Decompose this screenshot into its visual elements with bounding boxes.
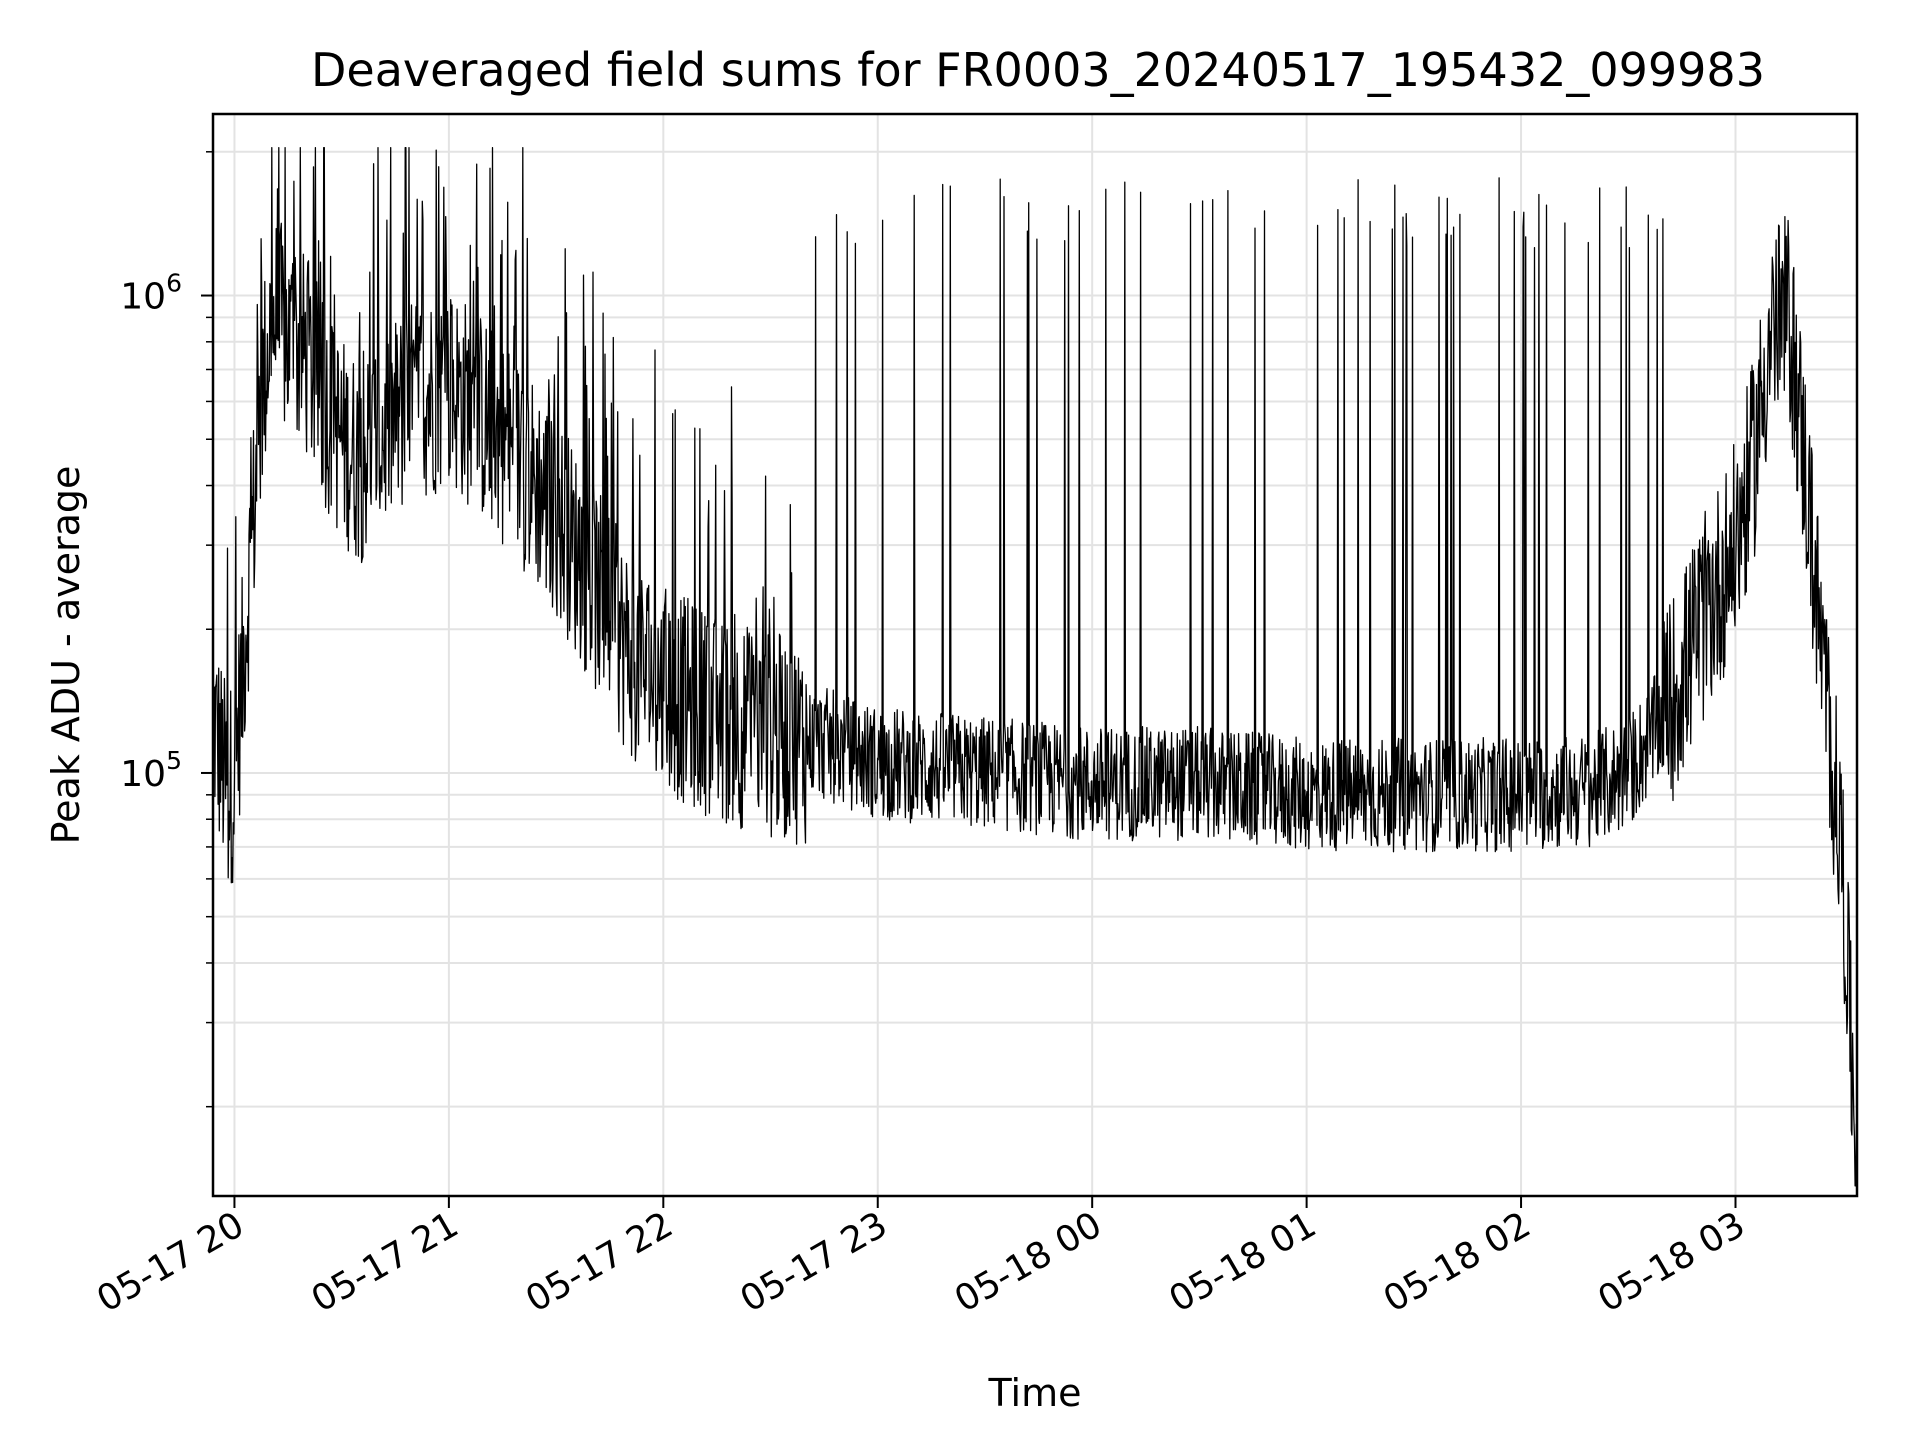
y-tick-label: 106 (120, 269, 182, 318)
y-axis-ticks: 105 106 (120, 151, 213, 1108)
x-axis-label: Time (988, 1371, 1082, 1415)
x-tick-label: 05-17 22 (519, 1204, 680, 1320)
x-tick-label: 05-18 03 (1591, 1204, 1752, 1320)
x-tick-label: 05-17 21 (305, 1204, 466, 1320)
y-tick-label: 105 (120, 746, 182, 795)
x-tick-label: 05-17 20 (90, 1204, 251, 1320)
grid-lines (213, 114, 1857, 1196)
x-axis-ticks: 05-17 20 05-17 21 05-17 22 05-17 23 05-18 00… (90, 1196, 1752, 1321)
chart-title: Deaveraged field sums for FR0003_2024051… (311, 43, 1765, 97)
x-tick-label: 05-18 00 (948, 1204, 1109, 1320)
series-line (212, 147, 1858, 1187)
x-tick-label: 05-18 01 (1162, 1204, 1323, 1320)
y-axis-label: Peak ADU - average (44, 466, 88, 845)
x-tick-label: 05-17 23 (734, 1204, 895, 1320)
x-tick-label: 05-18 02 (1377, 1204, 1538, 1320)
plot-frame (211, 112, 1859, 1198)
